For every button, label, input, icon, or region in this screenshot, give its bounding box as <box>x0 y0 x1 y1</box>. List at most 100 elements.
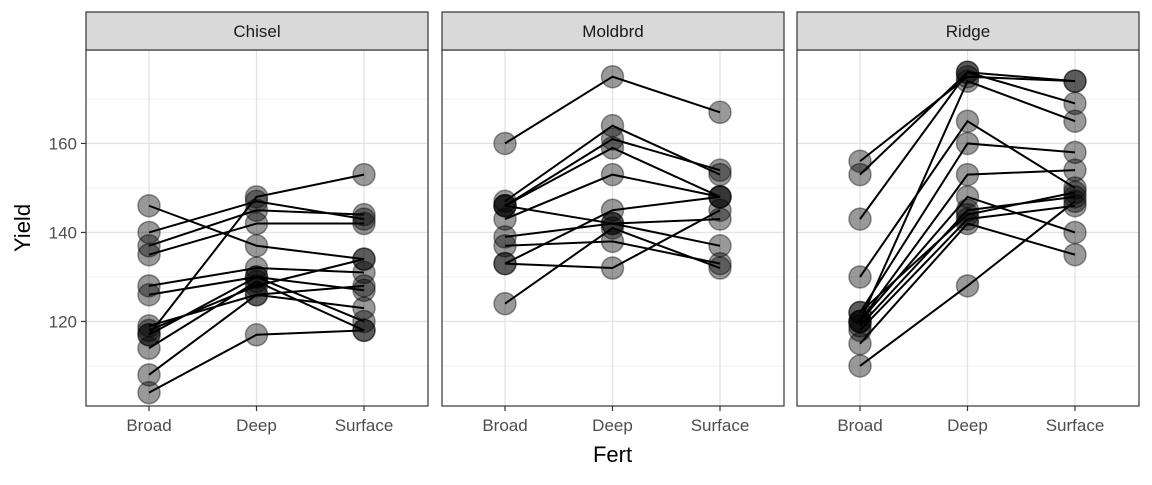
series-line <box>148 275 365 336</box>
facet-label: Moldbrd <box>582 22 643 41</box>
data-point <box>848 354 872 378</box>
data-point <box>848 162 872 187</box>
data-point <box>1063 189 1087 214</box>
data-point <box>600 64 625 89</box>
data-point <box>955 60 980 84</box>
series-line <box>504 75 721 145</box>
data-point <box>137 234 161 258</box>
series-line <box>859 200 1076 367</box>
data-point <box>493 194 517 218</box>
data-point <box>352 247 376 271</box>
series-line <box>504 209 721 270</box>
data-point <box>708 198 732 222</box>
series-line <box>148 222 364 256</box>
data-point <box>244 265 269 289</box>
facet-strip <box>85 11 429 51</box>
data-point <box>244 256 269 280</box>
data-point <box>955 60 980 84</box>
data-point <box>848 265 872 289</box>
series-line <box>504 124 721 203</box>
data-point <box>848 300 872 325</box>
data-point <box>244 274 269 298</box>
data-point <box>708 256 732 280</box>
data-point <box>1063 220 1087 245</box>
series-line <box>504 195 721 265</box>
data-point <box>848 318 872 343</box>
series-line <box>859 195 1076 327</box>
data-point <box>1063 69 1087 93</box>
series-line <box>504 204 721 247</box>
data-point <box>137 323 161 347</box>
data-point <box>352 207 376 231</box>
data-point <box>600 211 625 236</box>
x-tick-label: Deep <box>592 416 633 435</box>
data-point <box>600 127 625 151</box>
data-point <box>1063 69 1087 93</box>
data-point <box>600 229 625 254</box>
data-point <box>137 314 161 338</box>
data-point <box>493 194 517 218</box>
series-line <box>148 173 365 336</box>
data-point <box>955 185 980 209</box>
data-point <box>848 331 872 356</box>
data-point <box>955 211 980 236</box>
data-point <box>600 162 625 187</box>
data-point <box>955 69 980 93</box>
y-tick-label: 140 <box>49 223 77 242</box>
data-point <box>244 211 269 236</box>
data-point <box>244 234 269 258</box>
x-tick-label: Deep <box>947 416 988 435</box>
data-point <box>352 309 376 334</box>
data-point <box>600 211 625 236</box>
data-point <box>955 109 980 133</box>
data-point <box>493 234 517 258</box>
x-tick-label: Deep <box>236 416 277 435</box>
x-tick-label: Surface <box>1046 416 1105 435</box>
data-point <box>1063 91 1087 116</box>
data-point <box>137 194 161 218</box>
facet-label: Ridge <box>946 22 990 41</box>
data-point <box>493 251 517 276</box>
data-point <box>137 242 161 267</box>
data-point <box>1063 180 1087 205</box>
data-point <box>493 189 517 214</box>
data-point <box>600 198 625 222</box>
data-point <box>244 185 269 209</box>
series-line <box>859 204 1076 332</box>
data-point <box>137 336 161 360</box>
series-line <box>504 146 721 207</box>
data-point <box>352 318 376 343</box>
x-tick-label: Surface <box>335 416 394 435</box>
data-point <box>848 309 872 334</box>
data-point <box>708 251 732 276</box>
series-line <box>859 222 1076 345</box>
series-line <box>859 79 1076 322</box>
data-point <box>848 207 872 231</box>
x-tick-label: Broad <box>837 416 882 435</box>
y-tick-label: 120 <box>49 312 77 331</box>
data-point <box>848 149 872 173</box>
data-point <box>708 158 732 182</box>
facet-strip <box>441 11 785 51</box>
data-point <box>600 216 625 240</box>
data-point <box>848 309 872 334</box>
data-point <box>352 202 376 227</box>
data-point <box>708 234 732 258</box>
data-point <box>352 274 376 298</box>
x-axis-title: Fert <box>593 442 632 467</box>
data-point <box>955 64 980 89</box>
data-point <box>708 185 732 209</box>
series-line <box>859 75 1076 163</box>
series-line <box>148 284 365 376</box>
data-point <box>352 247 376 271</box>
data-point <box>244 283 269 307</box>
data-point <box>708 207 732 231</box>
series-line <box>148 280 365 349</box>
data-point <box>708 185 732 209</box>
series-line <box>859 142 1076 314</box>
data-point <box>493 194 517 218</box>
data-point <box>708 185 732 209</box>
data-point <box>493 291 517 316</box>
data-point <box>137 274 161 298</box>
